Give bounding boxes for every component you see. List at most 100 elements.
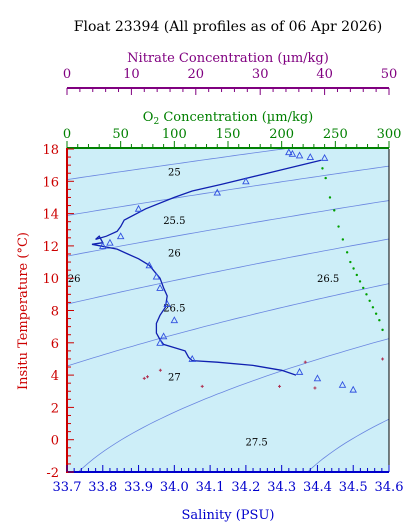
oxygen-point (368, 299, 371, 303)
oxygen-point (341, 238, 345, 241)
nitrate-tick-label: 20 (188, 67, 205, 82)
oxygen-point (345, 251, 349, 254)
y-tick-label: 18 (42, 143, 59, 158)
x-tick-label: 34.1 (196, 480, 225, 495)
density-contour (67, 149, 286, 180)
density-contour (67, 165, 389, 216)
oxygen-point (374, 312, 378, 315)
density-contour-label: 27 (168, 373, 181, 384)
oxygen-point (358, 280, 362, 283)
nitrate-point (146, 375, 149, 379)
oxygen-point (381, 328, 384, 332)
oxygen-point (365, 293, 368, 296)
salinity-point (159, 332, 168, 340)
x-tick-label: 33.8 (88, 480, 117, 495)
nitrate-point (381, 357, 385, 361)
oxygen-tick-label: 0 (63, 127, 71, 142)
density-contour (67, 283, 389, 367)
nitrate-point (158, 368, 162, 372)
nitrate-point (278, 384, 282, 388)
salinity-point (295, 151, 304, 159)
salinity-point (134, 204, 143, 212)
density-contour (307, 418, 389, 472)
oxygen-tick-label: 200 (269, 127, 294, 142)
y-tick-label: 0 (51, 434, 59, 449)
density-contour-label: 26 (68, 274, 81, 285)
y-tick-label: 14 (42, 208, 59, 223)
density-contour-label: 26.5 (163, 303, 185, 314)
nitrate-point (200, 384, 204, 388)
x-tick-label: 34.0 (160, 480, 189, 495)
salinity-point (213, 188, 222, 196)
salinity-point (188, 355, 196, 362)
oxygen-label-sub: 2 (153, 117, 159, 127)
nitrate-tick-label: 0 (63, 67, 71, 82)
salinity-point (295, 367, 304, 375)
density-contour-label: 25.5 (163, 216, 185, 227)
salinity-point (349, 385, 357, 393)
salinity-point (163, 300, 171, 307)
oxygen-axis-label: O2 Concentration (µm/kg) (143, 110, 313, 127)
x-tick-label: 34.3 (267, 480, 296, 495)
nitrate-tick-label: 10 (123, 67, 140, 82)
oxygen-point (321, 167, 324, 170)
salinity-point (320, 153, 329, 161)
nitrate-tick-label: 30 (252, 67, 269, 82)
y-tick-label: 12 (42, 240, 59, 255)
oxygen-tick-label: 50 (112, 127, 129, 142)
salinity-point (338, 380, 347, 388)
oxygen-point (333, 209, 336, 212)
oxygen-tick-label: 100 (162, 127, 187, 142)
density-contour (67, 238, 389, 305)
nitrate-axis-label: Nitrate Concentration (µm/kg) (127, 51, 329, 66)
chart-title: Float 23394 (All profiles as of 06 Apr 2… (74, 19, 382, 35)
oxygen-point (352, 267, 355, 270)
data-marks (91, 149, 385, 393)
salinity-point (116, 232, 125, 240)
density-contour-label: 27.5 (245, 437, 267, 448)
oxygen-label-suffix: Concentration (µm/kg) (159, 110, 313, 125)
salinity-profile-line (91, 159, 322, 376)
nitrate-point (142, 376, 146, 380)
density-contour (67, 200, 389, 257)
y-tick-label: -2 (46, 466, 59, 481)
salinity-point (156, 338, 164, 346)
oxygen-point (349, 260, 352, 264)
salinity-point (306, 153, 315, 161)
x-axis-label: Salinity (PSU) (182, 508, 275, 523)
y-tick-label: 2 (51, 401, 59, 416)
density-contours: 25 25.5 26 26 26.5 26.5 27 27.5 (67, 149, 389, 472)
x-tick-label: 34.5 (339, 480, 368, 495)
salinity-point (156, 283, 164, 291)
density-contour-label: 26 (168, 248, 181, 259)
nitrate-tick-label: 40 (316, 67, 333, 82)
x-tick-label: 34.4 (303, 480, 332, 495)
oxygen-tick-label: 300 (377, 127, 402, 142)
oxygen-tick-label: 250 (323, 127, 348, 142)
oxygen-point (355, 273, 358, 277)
y-tick-label: 6 (51, 337, 59, 352)
oxygen-point (362, 286, 365, 290)
y-tick-label: 8 (51, 305, 59, 320)
salinity-point (152, 272, 161, 280)
y-axis-label: Insitu Temperature (°C) (16, 232, 31, 390)
x-tick-label: 34.6 (375, 480, 404, 495)
oxygen-point (324, 176, 327, 180)
nitrate-axis: 0 10 20 30 40 50 (63, 67, 397, 95)
oxygen-point (328, 196, 332, 199)
density-contour-label: 26.5 (317, 274, 339, 285)
density-contour (77, 338, 389, 472)
oxygen-point (337, 225, 340, 228)
salinity-point (242, 177, 250, 185)
y-tick-label: 10 (42, 272, 59, 287)
y-tick-label: 16 (42, 175, 59, 190)
salinity-point (170, 316, 179, 324)
salinity-point (285, 149, 293, 156)
x-tick-label: 33.7 (53, 480, 82, 495)
salinity-point (145, 261, 154, 269)
plot-area (67, 149, 389, 472)
x-tick-label: 33.9 (124, 480, 153, 495)
